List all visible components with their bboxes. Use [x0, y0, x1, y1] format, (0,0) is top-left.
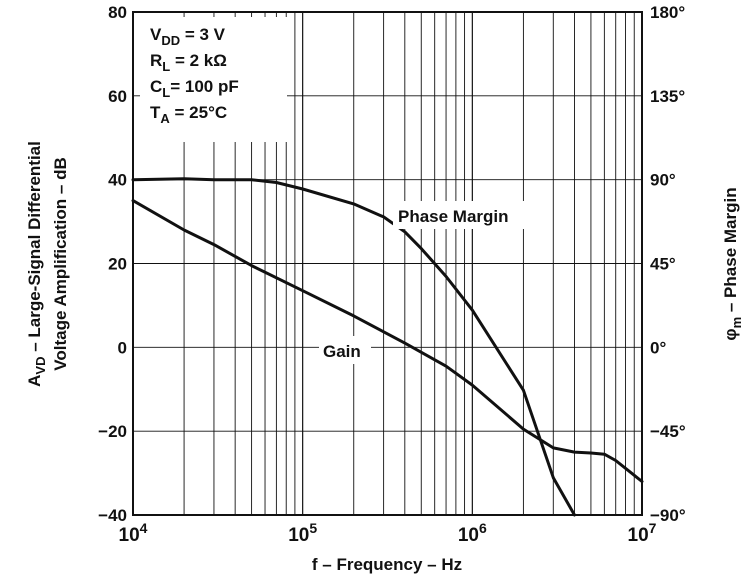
x-tick-exponent: 7: [649, 520, 657, 536]
gain-annotation: Gain: [323, 342, 361, 361]
condition-value: = 100 pF: [170, 77, 239, 96]
condition-line: TA = 25°C: [150, 103, 227, 126]
condition-line: CL= 100 pF: [150, 77, 239, 100]
series-layer: [131, 177, 644, 517]
x-tick-base: 10: [628, 525, 649, 546]
condition-symbol: T: [150, 103, 161, 122]
condition-symbol: C: [150, 77, 162, 96]
condition-value: = 3 V: [180, 25, 226, 44]
y-left-tick-label: 40: [108, 171, 127, 190]
y-right-main: φ: [721, 328, 740, 340]
x-tick-label: 104: [119, 520, 148, 546]
condition-symbol: V: [150, 25, 162, 44]
condition-subscript: DD: [161, 33, 180, 48]
y-right-tick-label: −45°: [650, 422, 686, 441]
x-tick-base: 10: [288, 525, 309, 546]
y-axis-left-tick-labels: 80 60 40 20 0 −20 −40: [98, 3, 127, 525]
y-left-tick-label: 80: [108, 3, 127, 22]
y-left-tick-label: 0: [118, 338, 127, 357]
y-axis-right-label: φm – Phase Margin: [721, 187, 741, 340]
x-tick-exponent: 4: [140, 520, 148, 536]
condition-subscript: L: [162, 85, 170, 100]
y-left-tick-label: 60: [108, 87, 127, 106]
condition-line: RL = 2 kΩ: [150, 51, 227, 74]
gain-line: [131, 199, 644, 483]
y-axis-right-tick-labels: 180° 135° 90° 45° 0° −45° −90°: [650, 3, 686, 525]
y-right-tick-label: 45°: [650, 255, 676, 274]
y-right-tick-label: 180°: [650, 3, 685, 22]
y-right-sub: m: [729, 317, 741, 329]
y-right-tick-label: 135°: [650, 87, 685, 106]
phase-margin-annotation: Phase Margin: [398, 207, 509, 226]
y-left-tick-label: −40: [98, 506, 127, 525]
y-right-tick-label: 90°: [650, 171, 676, 190]
gain-label-bg: [319, 336, 371, 364]
x-tick-base: 10: [119, 525, 140, 546]
y-right-rest: – Phase Margin: [721, 187, 740, 316]
x-tick-label: 107: [628, 520, 657, 546]
condition-symbol: R: [150, 51, 162, 70]
condition-subscript: L: [162, 59, 170, 74]
y-right-tick-label: −90°: [650, 506, 686, 525]
condition-line: VDD = 3 V: [150, 25, 226, 48]
x-tick-label: 106: [458, 520, 487, 546]
condition-value: = 2 kΩ: [170, 51, 227, 70]
y-left-tick-label: −20: [98, 422, 127, 441]
y-left-main: A: [25, 375, 44, 387]
y-right-tick-label: 0°: [650, 338, 666, 357]
x-axis-label: f – Frequency – Hz: [312, 555, 462, 574]
x-axis-tick-labels: 104 105 106 107: [119, 520, 657, 546]
condition-subscript: A: [160, 111, 170, 126]
x-tick-label: 105: [288, 520, 317, 546]
y-left-rest: – Large-Signal Differential: [25, 141, 44, 356]
x-tick-exponent: 5: [309, 520, 317, 536]
conditions-box: [140, 17, 287, 142]
plot-frame: [132, 11, 643, 516]
phase-margin-line: [131, 177, 576, 517]
x-tick-exponent: 6: [479, 520, 487, 536]
y-left-tick-label: 20: [108, 255, 127, 274]
y-left-sub: VD: [33, 357, 48, 375]
x-tick-base: 10: [458, 525, 479, 546]
condition-value: = 25°C: [170, 103, 227, 122]
phase-margin-label-bg: [393, 201, 543, 229]
y-axis-left-label-line1: AVD – Large-Signal Differential: [25, 141, 48, 387]
y-axis-left-label-line2: Voltage Amplification – dB: [51, 157, 70, 370]
conditions-text: VDD = 3 V RL = 2 kΩ CL= 100 pF TA = 25°C: [150, 25, 239, 126]
